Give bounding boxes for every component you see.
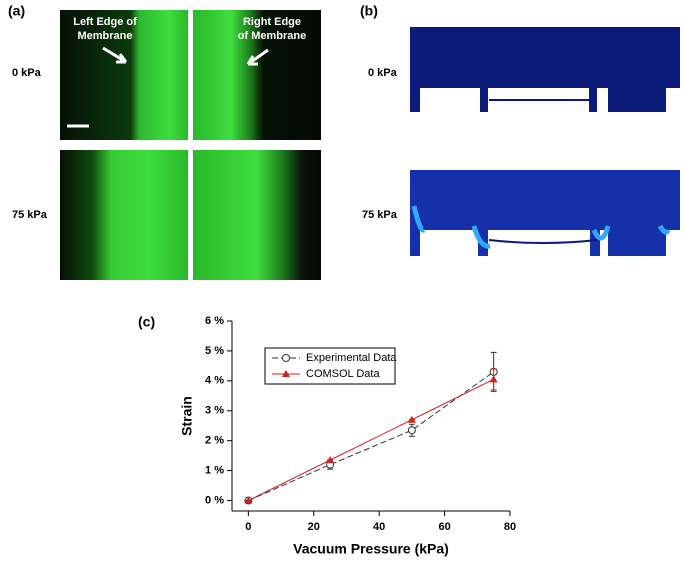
marker <box>407 415 416 423</box>
marker <box>282 354 290 362</box>
y-tick-label: 5 % <box>205 345 224 357</box>
x-axis-label: Vacuum Pressure (kPa) <box>293 541 449 557</box>
row-label: 75 kPa <box>12 209 48 221</box>
series-line <box>248 371 494 501</box>
arrow <box>246 48 269 66</box>
annotation: Left Edge of <box>73 16 137 28</box>
stress-highlight <box>411 205 671 249</box>
legend <box>264 347 396 385</box>
x-tick-label: 0 <box>245 521 251 533</box>
micrograph <box>60 10 188 140</box>
row-label: 0 kPa <box>12 67 42 79</box>
panel-label: (c) <box>138 314 155 330</box>
annotation: Right Edge <box>243 16 301 28</box>
y-tick-label: 4 % <box>205 375 224 387</box>
simulation <box>410 170 680 256</box>
y-tick-label: 2 % <box>205 435 224 447</box>
y-tick-label: 3 % <box>205 405 224 417</box>
y-tick-label: 6 % <box>205 315 224 327</box>
marker <box>489 375 498 383</box>
membrane <box>488 239 598 244</box>
x-tick-label: 60 <box>438 521 450 533</box>
marker <box>407 426 416 435</box>
annotation: of Membrane <box>238 30 306 42</box>
micrograph <box>193 150 321 280</box>
x-tick-label: 40 <box>373 521 385 533</box>
series-line <box>248 378 494 501</box>
micrograph <box>193 10 321 140</box>
arrow <box>102 46 128 64</box>
x-tick-label: 20 <box>308 521 320 533</box>
marker <box>282 370 290 377</box>
micrograph <box>60 150 188 280</box>
row-label: 75 kPa <box>362 209 398 221</box>
row-label: 0 kPa <box>368 67 398 79</box>
x-tick-label: 80 <box>504 521 516 533</box>
marker <box>244 496 253 504</box>
panel-label: (a) <box>8 3 25 19</box>
y-axis-label: Strain <box>179 396 195 436</box>
y-tick-label: 1 % <box>205 465 224 477</box>
legend-label: COMSOL Data <box>306 368 380 380</box>
annotation: Membrane <box>77 30 132 42</box>
y-tick-label: 0 % <box>205 494 224 506</box>
marker <box>326 456 335 464</box>
panel-label: (b) <box>360 3 378 19</box>
simulation <box>410 27 680 112</box>
legend-label: Experimental Data <box>306 352 397 364</box>
